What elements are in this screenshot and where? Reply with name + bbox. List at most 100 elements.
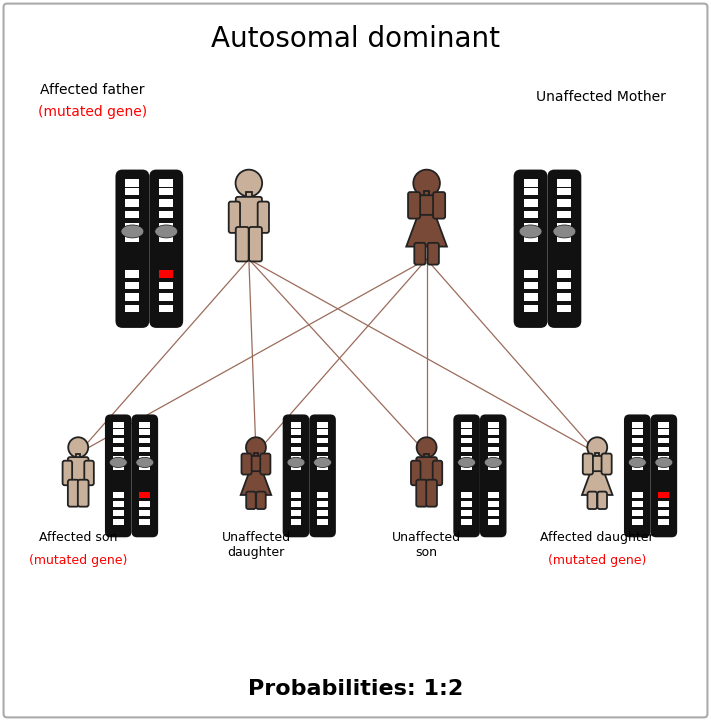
- FancyBboxPatch shape: [236, 197, 262, 233]
- Bar: [291, 510, 301, 516]
- Bar: [125, 180, 139, 187]
- Bar: [113, 519, 124, 525]
- Bar: [317, 446, 328, 452]
- Polygon shape: [406, 215, 447, 247]
- Bar: [461, 510, 472, 516]
- Ellipse shape: [109, 457, 127, 467]
- Bar: [461, 422, 472, 428]
- Bar: [113, 464, 124, 470]
- Bar: [523, 305, 538, 312]
- Bar: [159, 282, 173, 289]
- Bar: [632, 446, 643, 452]
- Bar: [488, 492, 498, 498]
- Ellipse shape: [155, 225, 178, 238]
- Bar: [632, 492, 643, 498]
- FancyBboxPatch shape: [242, 454, 252, 474]
- Bar: [523, 282, 538, 289]
- Bar: [557, 200, 572, 207]
- FancyBboxPatch shape: [587, 492, 597, 509]
- Bar: [658, 422, 669, 428]
- Bar: [632, 510, 643, 516]
- Ellipse shape: [655, 457, 673, 467]
- Bar: [523, 234, 538, 242]
- Bar: [125, 270, 139, 278]
- Bar: [658, 501, 669, 507]
- FancyBboxPatch shape: [416, 479, 427, 507]
- Text: Probabilities: 1:2: Probabilities: 1:2: [248, 678, 463, 699]
- FancyBboxPatch shape: [249, 227, 262, 262]
- Ellipse shape: [484, 457, 502, 467]
- FancyBboxPatch shape: [260, 454, 270, 474]
- Bar: [317, 438, 328, 443]
- Bar: [317, 422, 328, 428]
- Circle shape: [413, 169, 440, 197]
- FancyBboxPatch shape: [416, 195, 437, 217]
- Circle shape: [246, 437, 266, 458]
- FancyBboxPatch shape: [433, 192, 445, 218]
- Bar: [159, 270, 173, 278]
- Bar: [632, 422, 643, 428]
- FancyBboxPatch shape: [105, 415, 132, 537]
- FancyBboxPatch shape: [149, 169, 183, 328]
- Bar: [159, 188, 173, 195]
- Bar: [159, 223, 173, 230]
- Ellipse shape: [121, 225, 144, 238]
- Bar: [557, 305, 572, 312]
- FancyBboxPatch shape: [77, 479, 89, 507]
- Text: Autosomal dominant: Autosomal dominant: [211, 25, 500, 53]
- Bar: [291, 492, 301, 498]
- Bar: [488, 501, 498, 507]
- FancyBboxPatch shape: [583, 454, 593, 474]
- FancyBboxPatch shape: [309, 415, 336, 537]
- FancyBboxPatch shape: [454, 415, 480, 537]
- Bar: [461, 492, 472, 498]
- Bar: [159, 200, 173, 207]
- Bar: [488, 456, 498, 461]
- Ellipse shape: [458, 457, 476, 467]
- FancyBboxPatch shape: [4, 4, 707, 717]
- Bar: [461, 429, 472, 435]
- FancyBboxPatch shape: [624, 415, 651, 537]
- Bar: [113, 438, 124, 443]
- Bar: [159, 305, 173, 312]
- Bar: [113, 501, 124, 507]
- Bar: [291, 456, 301, 461]
- Bar: [461, 464, 472, 470]
- Bar: [113, 446, 124, 452]
- Polygon shape: [241, 472, 271, 495]
- Bar: [317, 510, 328, 516]
- Bar: [254, 454, 258, 459]
- FancyBboxPatch shape: [68, 457, 89, 485]
- Bar: [658, 429, 669, 435]
- Bar: [317, 456, 328, 461]
- Bar: [125, 200, 139, 207]
- FancyBboxPatch shape: [427, 243, 439, 265]
- FancyBboxPatch shape: [236, 227, 249, 262]
- Bar: [139, 501, 150, 507]
- Bar: [461, 501, 472, 507]
- Bar: [125, 282, 139, 289]
- Bar: [291, 446, 301, 452]
- Bar: [113, 510, 124, 516]
- Circle shape: [68, 437, 88, 458]
- Bar: [523, 293, 538, 301]
- FancyBboxPatch shape: [480, 415, 506, 537]
- Bar: [488, 422, 498, 428]
- FancyBboxPatch shape: [415, 243, 426, 265]
- Bar: [291, 429, 301, 435]
- Bar: [488, 510, 498, 516]
- Bar: [632, 519, 643, 525]
- Bar: [632, 429, 643, 435]
- Bar: [317, 492, 328, 498]
- FancyBboxPatch shape: [85, 461, 94, 485]
- Bar: [424, 191, 429, 199]
- FancyBboxPatch shape: [68, 479, 79, 507]
- Bar: [291, 438, 301, 443]
- Bar: [523, 223, 538, 230]
- Bar: [159, 234, 173, 242]
- Bar: [523, 211, 538, 218]
- Bar: [632, 438, 643, 443]
- FancyBboxPatch shape: [651, 415, 677, 537]
- Bar: [113, 492, 124, 498]
- Bar: [523, 270, 538, 278]
